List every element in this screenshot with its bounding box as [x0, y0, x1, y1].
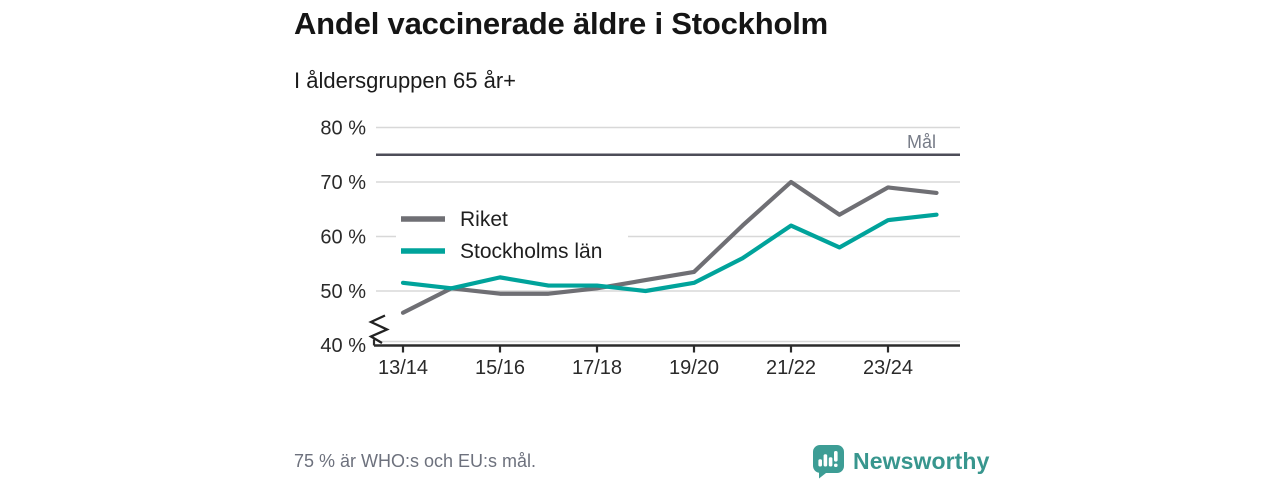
footnote: 75 % är WHO:s och EU:s mål.: [294, 451, 537, 471]
goal-label: Mål: [907, 132, 936, 152]
x-tick-label: 15/16: [475, 357, 525, 379]
x-tick-label: 21/22: [766, 357, 816, 379]
y-tick-label: 70 %: [320, 172, 366, 194]
legend-background: [396, 202, 628, 266]
y-tick-label: 40 %: [320, 335, 366, 357]
chart-subtitle: I åldersgruppen 65 år+: [294, 68, 516, 93]
series-lines: [400, 179, 939, 315]
newsworthy-wordmark: Newsworthy: [853, 447, 990, 474]
x-tick-label: 17/18: [572, 357, 622, 379]
y-tick-labels: 80 % 70 % 60 % 50 % 40 %: [320, 118, 366, 358]
y-tick-label: 50 %: [320, 281, 366, 303]
x-tick-label: 19/20: [669, 357, 719, 379]
y-tick-label: 80 %: [320, 118, 366, 140]
newsworthy-logo[interactable]: Newsworthy: [812, 443, 989, 479]
x-tick-label: 23/24: [863, 357, 913, 379]
newsworthy-bubble-chart-icon: [813, 444, 844, 478]
chart-title: Andel vaccinerade äldre i Stockholm: [294, 6, 828, 41]
x-tick-label: 13/14: [378, 357, 428, 379]
legend: Riket Stockholms län: [401, 208, 602, 263]
y-tick-label: 60 %: [320, 227, 366, 249]
axis-break-icon: [368, 314, 390, 344]
series-line-stockholms-l-n: [400, 212, 939, 294]
x-tick-labels: 13/14 15/16 17/18 19/20 21/22 23/24: [378, 357, 913, 379]
legend-label-stockholm: Stockholms län: [460, 240, 602, 263]
x-axis: [372, 339, 960, 353]
series-line-riket: [400, 179, 939, 315]
legend-label-riket: Riket: [460, 208, 508, 231]
